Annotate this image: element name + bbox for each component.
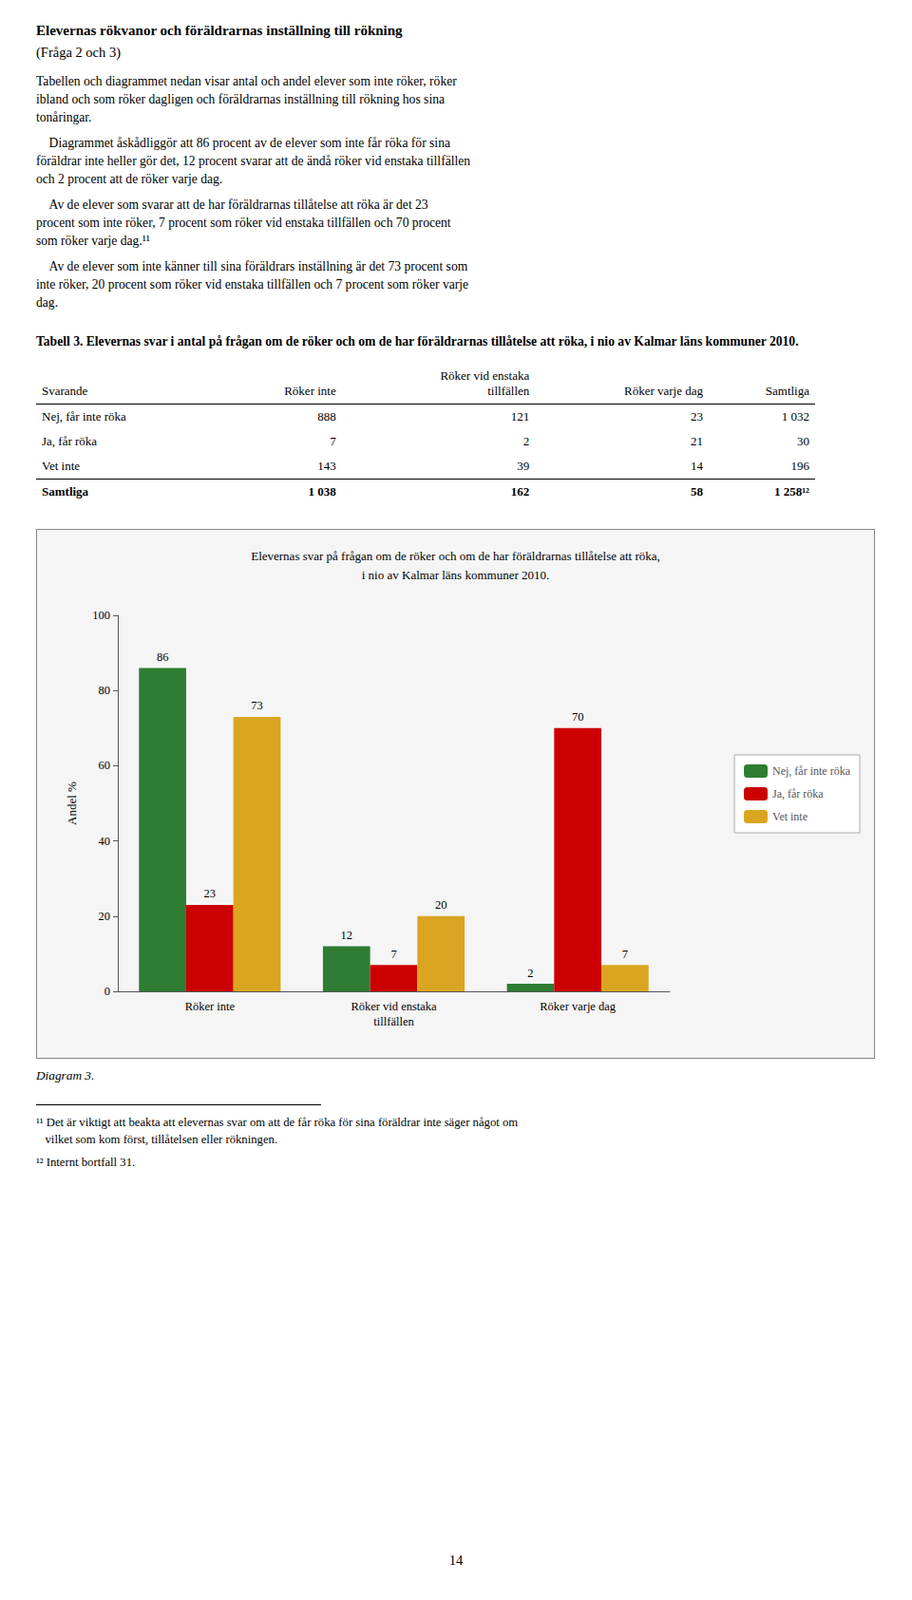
svg-text:Ja, får röka: Ja, får röka: [772, 787, 824, 801]
svg-text:i nio av Kalmar läns kommuner: i nio av Kalmar läns kommuner 2010.: [361, 568, 551, 583]
html-text:Diagrammet åskådliggör att 86: Diagrammet åskådliggör att 86 procent av…: [36, 135, 471, 187]
html-text:Nej, får inte röka: Nej, får inte röka: [41, 409, 127, 425]
html-text:Ja, får röka: Ja, får röka: [41, 434, 97, 449]
svg-text:Röker varje dag: Röker varje dag: [539, 1000, 617, 1014]
html-text:1 038: 1 038: [308, 484, 337, 500]
svg-text:7: 7: [390, 948, 397, 962]
html-text:Svarande: Svarande: [41, 384, 88, 399]
html-text:162: 162: [510, 484, 530, 500]
html-text:Samtliga: Samtliga: [41, 484, 89, 500]
svg-text:Röker inte: Röker inte: [185, 1000, 236, 1014]
html-text:(Fråga 2 och 3): (Fråga 2 och 3): [36, 44, 121, 60]
svg-text:2: 2: [527, 967, 533, 981]
html-text:Samtliga: Samtliga: [765, 384, 810, 399]
html-text:Röker inte: Röker inte: [284, 384, 337, 399]
svg-text:0: 0: [104, 985, 111, 999]
svg-text:70: 70: [571, 711, 585, 725]
html-text:Röker vid enstaka tillfällen: Röker vid enstaka tillfällen: [440, 368, 530, 399]
html-text:Elevernas rökvanor och föräldr: Elevernas rökvanor och föräldrarnas inst…: [36, 22, 403, 38]
html-text:196: 196: [790, 459, 810, 474]
html-text:Tabellen och diagrammet nedan: Tabellen och diagrammet nedan visar anta…: [36, 74, 457, 125]
svg-text:23: 23: [204, 888, 217, 902]
html-text:143: 143: [317, 459, 337, 474]
svg-text:60: 60: [98, 760, 112, 774]
html-text:1 258¹²: 1 258¹²: [774, 484, 810, 500]
svg-text:tillfällen: tillfällen: [373, 1015, 415, 1029]
html-text:14: 14: [690, 459, 703, 474]
svg-text:Andel %: Andel %: [64, 781, 79, 826]
html-text:Diagram 3.: Diagram 3.: [36, 1069, 95, 1084]
html-text:¹² Internt bortfall 31.: ¹² Internt bortfall 31.: [36, 1156, 136, 1170]
html-text:¹¹ Det är viktigt att beakta a: ¹¹ Det är viktigt att beakta att elevern…: [36, 1116, 518, 1147]
html-text:121: 121: [510, 409, 530, 425]
svg-text:7: 7: [622, 948, 628, 962]
html-text:2: 2: [523, 434, 530, 449]
svg-text:86: 86: [156, 650, 170, 665]
svg-text:Nej, får inte röka: Nej, får inte röka: [772, 764, 852, 779]
html-text:Av de elever som inte känner t: Av de elever som inte känner till sina f…: [36, 259, 469, 310]
svg-text:12: 12: [341, 929, 354, 943]
html-text:39: 39: [517, 459, 530, 474]
svg-text:Röker vid enstaka: Röker vid enstaka: [350, 1000, 437, 1014]
svg-text:Vet inte: Vet inte: [772, 810, 808, 824]
html-text:21: 21: [690, 434, 703, 449]
svg-text:20: 20: [98, 910, 112, 924]
html-text:888: 888: [317, 409, 337, 425]
html-text:1 032: 1 032: [781, 409, 810, 425]
html-text:Av de elever som svarar att de: Av de elever som svarar att de har föräl…: [36, 197, 451, 249]
svg-text:73: 73: [250, 700, 264, 714]
html-text:Röker varje dag: Röker varje dag: [624, 384, 703, 399]
svg-text:20: 20: [435, 899, 448, 913]
html-text:14: 14: [449, 1553, 463, 1569]
svg-text:40: 40: [98, 835, 112, 849]
html-text:Tabell 3. Elevernas svar i ant: Tabell 3. Elevernas svar i antal på fråg…: [36, 334, 799, 350]
html-text:23: 23: [690, 409, 703, 425]
html-text:58: 58: [690, 484, 703, 500]
html-text:Vet inte: Vet inte: [41, 459, 80, 474]
html-text:30: 30: [797, 434, 810, 449]
svg-text:Elevernas svar på frågan om de: Elevernas svar på frågan om de röker och…: [250, 549, 661, 564]
svg-text:80: 80: [98, 684, 112, 699]
html-text:7: 7: [329, 434, 337, 449]
svg-text:100: 100: [92, 608, 111, 623]
